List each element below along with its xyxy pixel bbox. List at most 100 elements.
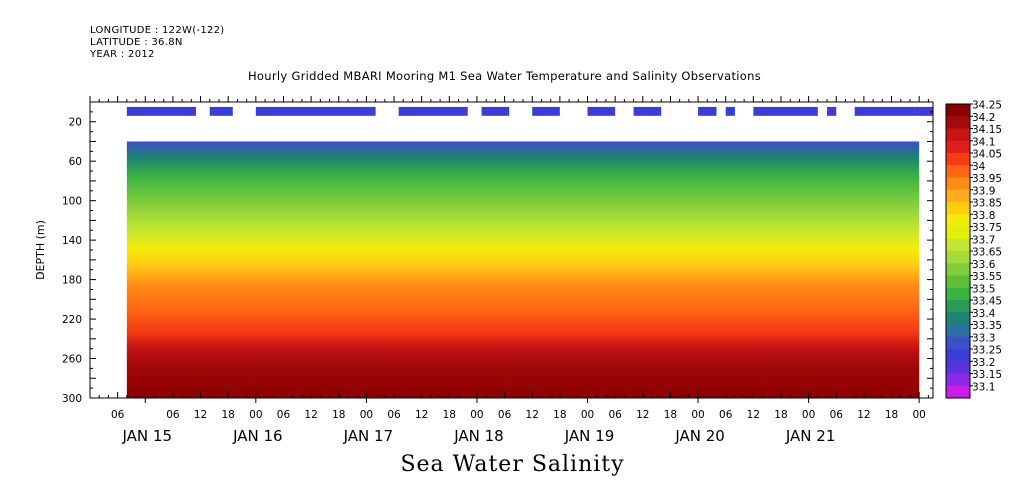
x-hour-label: 06 xyxy=(111,409,125,421)
colorbar-swatch xyxy=(946,251,970,264)
x-hour-label: 18 xyxy=(553,409,566,421)
x-hour-label: 12 xyxy=(415,409,428,421)
colorbar-label: 33.1 xyxy=(972,381,995,393)
colorbar-swatch xyxy=(946,104,970,117)
x-hour-label: 00 xyxy=(691,409,704,421)
colorbar-label: 34 xyxy=(972,161,986,173)
colorbar-label: 34.25 xyxy=(972,100,1002,112)
x-hour-label: 06 xyxy=(387,409,401,421)
y-tick-label: 20 xyxy=(69,117,82,129)
colorbar-label: 33.6 xyxy=(972,259,996,271)
colorbar-swatch xyxy=(946,238,970,252)
x-hour-label: 18 xyxy=(774,409,787,421)
surface-salinity-segment xyxy=(398,106,468,116)
x-day-label: JAN 20 xyxy=(674,427,725,445)
x-hour-label: 06 xyxy=(498,409,512,421)
x-hour-label: 12 xyxy=(747,409,760,421)
surface-salinity-segment xyxy=(532,106,560,116)
x-hour-label: 12 xyxy=(194,409,207,421)
colorbar-label: 34.05 xyxy=(972,149,1002,161)
x-hour-label: 12 xyxy=(857,409,870,421)
surface-salinity-segment xyxy=(126,106,196,116)
colorbar-swatch xyxy=(946,153,970,166)
x-hour-label: 00 xyxy=(360,409,373,421)
surface-salinity-segment xyxy=(587,106,616,116)
colorbar-swatch xyxy=(946,116,970,129)
surface-salinity-segment xyxy=(914,106,933,116)
colorbar-label: 33.3 xyxy=(972,332,995,344)
x-hour-label: 00 xyxy=(802,409,815,421)
colorbar-label: 33.7 xyxy=(972,234,995,246)
y-tick-label: 220 xyxy=(62,314,82,326)
surface-salinity-segment xyxy=(854,106,915,116)
colorbar-label: 33.2 xyxy=(972,357,995,369)
colorbar-label: 34.15 xyxy=(972,124,1002,136)
x-day-label: JAN 17 xyxy=(343,427,394,445)
y-axis: 20 60 100 140 180 220 260 300 xyxy=(62,111,933,405)
x-hour-label: 12 xyxy=(636,409,649,421)
y-tick-label: 260 xyxy=(62,354,82,366)
colorbar-swatch xyxy=(946,214,970,227)
colorbar-label: 33.75 xyxy=(972,222,1002,234)
x-hour-label: 00 xyxy=(470,409,483,421)
x-hour-label: 12 xyxy=(526,409,539,421)
colorbar-label: 34.1 xyxy=(972,136,995,148)
surface-salinity-segment xyxy=(481,106,510,116)
x-hour-label: 00 xyxy=(249,409,262,421)
surface-salinity-segment xyxy=(827,106,837,116)
colorbar-swatch xyxy=(946,140,970,154)
x-hour-label: 12 xyxy=(304,409,317,421)
colorbar-label: 33.9 xyxy=(972,185,995,197)
latitude-label: LATITUDE : 36.8N xyxy=(90,37,183,48)
colorbar-swatch xyxy=(946,373,970,387)
colorbar-label: 33.35 xyxy=(972,320,1002,332)
colorbar-swatch xyxy=(946,165,970,178)
x-hour-label: 18 xyxy=(443,409,456,421)
x-hour-label: 06 xyxy=(277,409,291,421)
x-hour-label: 18 xyxy=(332,409,345,421)
colorbar-label: 33.55 xyxy=(972,271,1002,283)
colorbar-swatch xyxy=(946,189,970,203)
x-axis: 06 06 12 18 00 06 12 18 00 06 12 18 00 06 12 18 00 06 12 18… xyxy=(89,96,929,445)
x-hour-label: 00 xyxy=(581,409,594,421)
colorbar-swatch xyxy=(946,287,970,301)
colorbar-swatch xyxy=(946,263,970,276)
colorbar-label: 33.15 xyxy=(972,369,1002,381)
salinity-field xyxy=(126,141,920,398)
surface-salinity-segment xyxy=(209,106,233,116)
colorbar-label: 33.95 xyxy=(972,173,1002,185)
variable-title: Sea Water Salinity xyxy=(400,452,625,477)
x-hour-label: 06 xyxy=(719,409,733,421)
colorbar-label: 33.65 xyxy=(972,247,1002,259)
colorbar-swatch xyxy=(946,312,970,325)
colorbar-swatch xyxy=(946,385,970,399)
colorbar-swatch xyxy=(946,336,970,350)
x-hour-label: 06 xyxy=(608,409,622,421)
colorbar-label: 33.5 xyxy=(972,283,995,295)
x-hour-label: 18 xyxy=(664,409,677,421)
x-hour-label: 18 xyxy=(222,409,235,421)
x-day-label: JAN 16 xyxy=(232,427,283,445)
colorbar-label: 33.4 xyxy=(972,308,996,320)
colorbar-swatch xyxy=(946,202,970,215)
colorbar-swatch xyxy=(946,361,970,374)
surface-salinity-segment xyxy=(725,106,735,116)
y-tick-label: 100 xyxy=(62,196,82,208)
colorbar-label: 34.2 xyxy=(972,112,995,124)
y-axis-label: DEPTH (m) xyxy=(34,220,47,280)
surface-salinity-segment xyxy=(698,106,717,116)
y-tick-label: 300 xyxy=(62,393,82,405)
colorbar-swatch xyxy=(946,349,970,362)
year-label: YEAR : 2012 xyxy=(90,49,155,60)
colorbar-label: 33.25 xyxy=(972,345,1002,357)
x-day-label: JAN 18 xyxy=(453,427,504,445)
colorbar-label: 33.85 xyxy=(972,198,1002,210)
colorbar-swatch xyxy=(946,275,970,289)
chart-title: Hourly Gridded MBARI Mooring M1 Sea Wate… xyxy=(247,69,762,83)
surface-salinity-segment xyxy=(633,106,662,116)
colorbar-swatch xyxy=(946,128,970,142)
y-tick-label: 180 xyxy=(62,275,82,287)
x-day-label: JAN 19 xyxy=(564,427,615,445)
